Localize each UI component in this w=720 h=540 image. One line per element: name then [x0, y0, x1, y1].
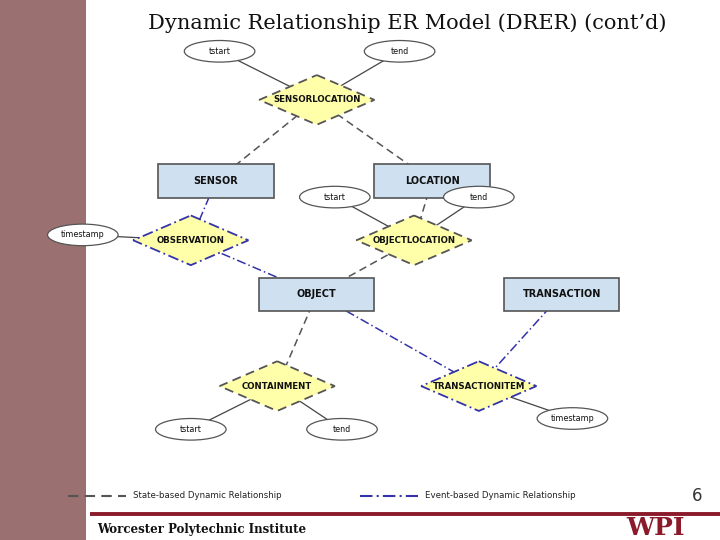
Text: OBSERVATION: OBSERVATION: [157, 236, 225, 245]
Text: TRANSACTIONITEM: TRANSACTIONITEM: [433, 382, 525, 390]
Polygon shape: [259, 75, 374, 125]
Text: Worcester Polytechnic Institute: Worcester Polytechnic Institute: [97, 523, 306, 536]
Text: LOCATION: LOCATION: [405, 176, 459, 186]
Text: Event-based Dynamic Relationship: Event-based Dynamic Relationship: [425, 491, 575, 500]
Text: SENSOR: SENSOR: [194, 176, 238, 186]
FancyBboxPatch shape: [374, 164, 490, 198]
Ellipse shape: [444, 186, 514, 208]
Text: tstart: tstart: [209, 47, 230, 56]
Ellipse shape: [156, 418, 226, 440]
Ellipse shape: [48, 224, 118, 246]
Text: tend: tend: [390, 47, 409, 56]
Text: timestamp: timestamp: [551, 414, 594, 423]
Ellipse shape: [184, 40, 255, 62]
Text: SENSORLOCATION: SENSORLOCATION: [273, 96, 361, 104]
Polygon shape: [133, 215, 248, 265]
Text: tstart: tstart: [324, 193, 346, 201]
Polygon shape: [220, 361, 335, 411]
Text: tstart: tstart: [180, 425, 202, 434]
Text: 6: 6: [691, 487, 702, 505]
Text: WPI: WPI: [626, 516, 685, 540]
Text: tend: tend: [333, 425, 351, 434]
Ellipse shape: [364, 40, 435, 62]
Text: TRANSACTION: TRANSACTION: [523, 289, 600, 299]
Text: timestamp: timestamp: [61, 231, 104, 239]
Text: State-based Dynamic Relationship: State-based Dynamic Relationship: [133, 491, 282, 500]
Ellipse shape: [537, 408, 608, 429]
Text: tend: tend: [469, 193, 488, 201]
Text: CONTAINMENT: CONTAINMENT: [242, 382, 312, 390]
Polygon shape: [356, 215, 472, 265]
FancyBboxPatch shape: [158, 164, 274, 198]
FancyBboxPatch shape: [504, 278, 619, 311]
Ellipse shape: [307, 418, 377, 440]
FancyBboxPatch shape: [259, 278, 374, 311]
Ellipse shape: [300, 186, 370, 208]
Text: Dynamic Relationship ER Model (DRER) (cont’d): Dynamic Relationship ER Model (DRER) (co…: [148, 14, 666, 33]
Text: OBJECTLOCATION: OBJECTLOCATION: [372, 236, 456, 245]
Text: OBJECT: OBJECT: [297, 289, 337, 299]
Polygon shape: [421, 361, 536, 411]
FancyBboxPatch shape: [0, 0, 86, 540]
